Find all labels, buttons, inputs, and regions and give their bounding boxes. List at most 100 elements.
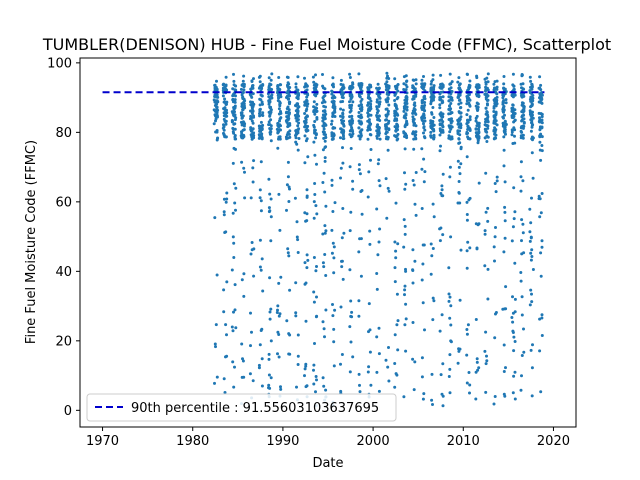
data-point (385, 71, 389, 75)
data-point (213, 342, 217, 346)
data-point (249, 344, 252, 348)
data-point (331, 210, 335, 213)
data-point (214, 85, 218, 89)
data-point (421, 243, 425, 247)
data-point (486, 126, 490, 130)
data-point (315, 314, 319, 318)
data-point (267, 373, 271, 377)
data-point (387, 77, 391, 80)
data-point (359, 131, 363, 135)
data-point (393, 280, 397, 284)
data-point (530, 86, 534, 89)
data-point (457, 110, 461, 114)
data-point (440, 392, 444, 396)
data-point (323, 116, 326, 120)
data-point (303, 282, 307, 286)
data-point (259, 98, 263, 102)
data-point (405, 108, 409, 112)
data-point (222, 377, 226, 381)
data-point (341, 100, 345, 103)
data-point (330, 89, 334, 93)
data-point (540, 316, 544, 320)
data-point (395, 292, 399, 296)
data-point (304, 385, 308, 389)
data-point (396, 132, 400, 136)
data-point (411, 78, 415, 82)
data-point (295, 142, 299, 146)
data-point (305, 137, 309, 141)
data-point (468, 196, 472, 200)
data-point (267, 383, 271, 387)
data-point (348, 76, 352, 79)
data-point (296, 129, 300, 133)
data-point (539, 132, 543, 136)
data-point (279, 385, 282, 389)
data-point (393, 240, 397, 244)
data-point (457, 180, 461, 183)
data-point (394, 84, 397, 88)
data-point (466, 108, 470, 112)
data-point (359, 129, 363, 133)
data-point (439, 144, 442, 148)
data-point (432, 95, 436, 99)
data-point (412, 183, 416, 187)
data-point (323, 122, 327, 126)
data-point (321, 96, 325, 100)
data-point (492, 402, 496, 406)
data-point (420, 278, 424, 282)
data-point (287, 185, 291, 189)
data-point (484, 330, 488, 334)
data-point (486, 103, 489, 107)
data-point (286, 175, 290, 179)
data-point (422, 131, 425, 135)
data-point (222, 213, 226, 217)
data-point (359, 120, 363, 124)
data-point (375, 287, 379, 291)
data-point (528, 239, 532, 243)
data-point (215, 79, 218, 83)
data-point (297, 137, 301, 140)
data-point (468, 246, 472, 250)
data-point (249, 196, 253, 200)
data-point (528, 91, 532, 95)
data-point (366, 137, 370, 141)
data-point (502, 392, 506, 396)
data-point (492, 110, 496, 113)
data-point (342, 231, 346, 235)
data-point (465, 332, 469, 336)
data-point (252, 136, 256, 140)
data-point (429, 87, 433, 91)
data-point (314, 269, 318, 273)
data-point (348, 87, 352, 91)
data-point (458, 119, 462, 122)
data-point (502, 82, 506, 86)
data-point (250, 248, 254, 252)
data-point (403, 124, 407, 128)
data-point (538, 317, 542, 321)
data-point (441, 83, 445, 87)
data-point (520, 119, 524, 123)
data-point (286, 76, 290, 79)
data-point (485, 140, 489, 143)
data-point (221, 94, 225, 98)
data-point (278, 104, 282, 108)
data-point (359, 100, 363, 103)
data-point (221, 86, 225, 90)
data-point (387, 85, 391, 89)
data-point (268, 99, 272, 103)
data-point (430, 398, 434, 402)
data-point (269, 197, 273, 201)
data-point (414, 112, 418, 116)
data-point (305, 88, 309, 92)
data-point (540, 334, 544, 337)
data-point (222, 125, 226, 128)
data-point (429, 130, 433, 134)
data-point (260, 384, 264, 388)
data-point (341, 146, 344, 150)
data-point (422, 157, 426, 161)
data-point (531, 176, 535, 180)
data-point (448, 108, 452, 111)
data-point (304, 120, 308, 124)
data-point (520, 374, 523, 378)
data-point (375, 111, 379, 115)
